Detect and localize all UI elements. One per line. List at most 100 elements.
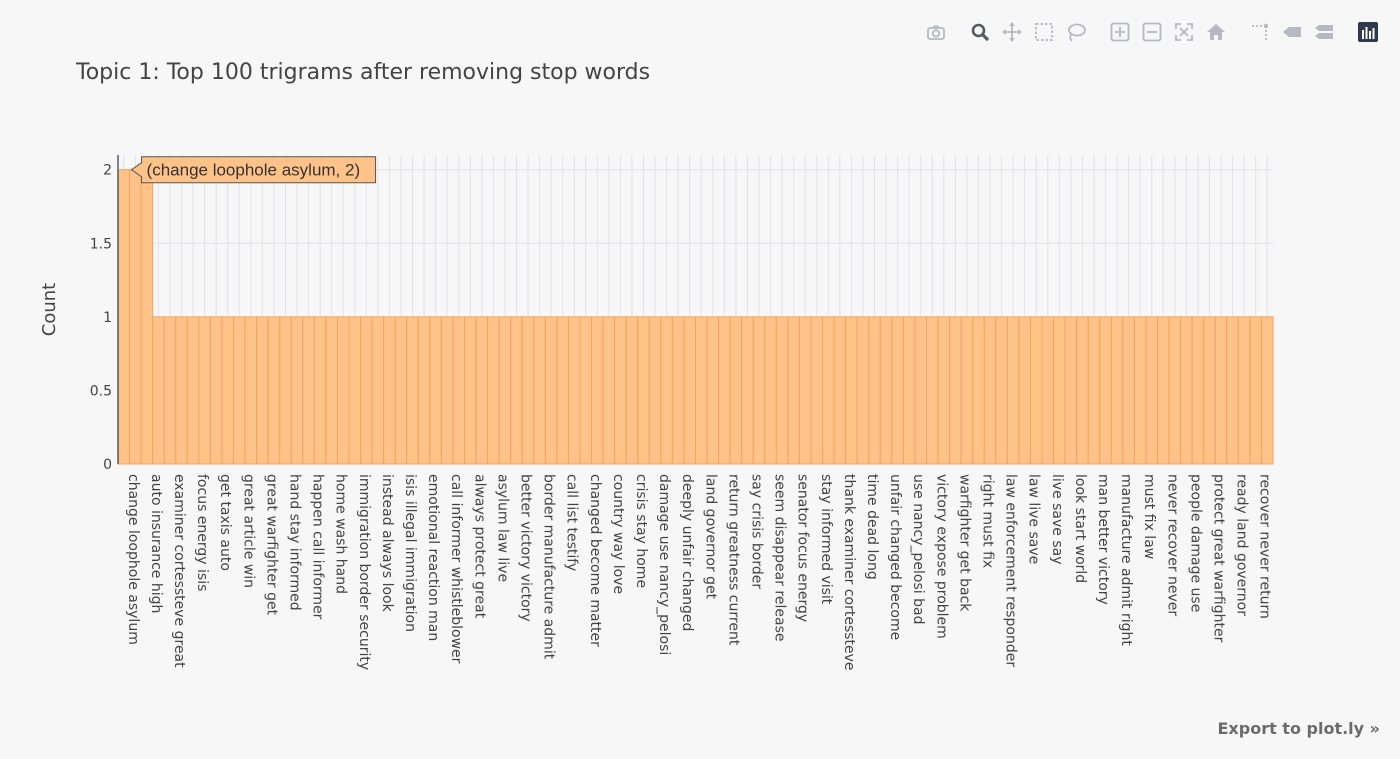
x-tick-label: damage use nancy_pelosi xyxy=(656,474,672,655)
modebar-group xyxy=(966,18,1090,46)
x-tick-label: unfair changed become xyxy=(887,474,903,640)
modebar-group xyxy=(922,18,950,46)
box-select-button[interactable] xyxy=(1030,18,1058,46)
bar xyxy=(290,316,304,465)
bar xyxy=(752,316,766,465)
x-tick-label: get taxis auto xyxy=(217,474,233,571)
y-tick-label: 2 xyxy=(103,163,112,179)
bar xyxy=(498,316,512,465)
lasso-select-icon xyxy=(1068,23,1086,42)
modebar-group xyxy=(1354,18,1382,46)
x-tick-label: changed become matter xyxy=(587,474,603,647)
x-tick-label: use nancy_pelosi bad xyxy=(910,474,926,624)
bar xyxy=(683,316,697,465)
bar xyxy=(198,316,211,465)
bar xyxy=(902,316,916,465)
bar xyxy=(440,316,454,465)
bar xyxy=(1249,316,1262,465)
x-tick-label: change loophole asylum xyxy=(125,474,141,645)
bar xyxy=(302,316,315,465)
zoom-in-icon xyxy=(1110,22,1130,42)
x-tick-label: look start world xyxy=(1072,474,1088,583)
x-tick-label: hand stay informed xyxy=(286,474,302,611)
pan-icon xyxy=(1002,22,1022,42)
x-tick-label: live save say xyxy=(1049,474,1065,565)
bar xyxy=(175,316,188,465)
bar xyxy=(798,316,812,465)
x-tick-label: warfighter get back xyxy=(956,474,972,612)
x-tick-label: isis illegal immigration xyxy=(402,474,418,632)
autoscale-button[interactable] xyxy=(1170,18,1198,46)
bar xyxy=(163,316,177,465)
box-select-icon xyxy=(1035,23,1053,41)
modebar-group xyxy=(1246,18,1338,46)
autoscale-icon xyxy=(1175,23,1193,41)
bar xyxy=(406,316,419,465)
bar xyxy=(625,316,639,465)
export-to-plotly-link[interactable]: Export to plot.ly » xyxy=(1217,719,1381,738)
zoom-button[interactable] xyxy=(966,18,994,46)
chart-title: Topic 1: Top 100 trigrams after removing… xyxy=(76,60,651,85)
y-tick-label: 0.5 xyxy=(90,383,112,399)
bar xyxy=(775,316,789,465)
y-tick-label: 1 xyxy=(103,310,112,326)
bar xyxy=(1041,316,1055,465)
zoom-in-button[interactable] xyxy=(1106,18,1134,46)
reset-axes-button[interactable] xyxy=(1202,18,1230,46)
bar xyxy=(510,316,523,465)
x-tick-label: always protect great xyxy=(471,474,487,619)
bar xyxy=(660,316,673,465)
y-tick-label: 1.5 xyxy=(90,236,112,252)
bar xyxy=(129,169,142,465)
bar xyxy=(1087,316,1101,465)
pan-button[interactable] xyxy=(998,18,1026,46)
x-tick-label: ready land governor xyxy=(1234,474,1250,616)
x-tick-label: law live save xyxy=(1026,474,1042,564)
bar xyxy=(1006,316,1020,465)
lasso-select-button[interactable] xyxy=(1062,18,1090,46)
bar xyxy=(1191,316,1205,465)
bar xyxy=(706,316,720,465)
bar xyxy=(914,316,928,465)
bar xyxy=(313,316,327,465)
bar xyxy=(995,316,1008,465)
bar xyxy=(336,316,350,465)
bar xyxy=(267,316,281,465)
plotly-logo-button[interactable] xyxy=(1354,18,1382,46)
bar xyxy=(429,316,442,465)
bar xyxy=(926,316,939,465)
bar xyxy=(1018,316,1031,465)
hover-tooltip: (change loophole asylum, 2) xyxy=(130,156,377,184)
plot-modebar xyxy=(912,18,1382,46)
bar xyxy=(1064,316,1078,465)
bar xyxy=(1133,316,1147,465)
bar xyxy=(556,316,569,465)
toggle-spike-lines-button[interactable] xyxy=(1246,18,1274,46)
bar xyxy=(602,316,616,465)
bar xyxy=(787,316,800,465)
hover-compare-button[interactable] xyxy=(1310,18,1338,46)
y-axis-title: Count xyxy=(39,283,60,336)
bar xyxy=(1110,316,1124,465)
bar xyxy=(614,316,627,465)
x-tick-label: emotional reaction man xyxy=(425,474,441,641)
x-tick-label: senator focus energy xyxy=(795,474,811,622)
hover-closest-button[interactable] xyxy=(1278,18,1306,46)
bar xyxy=(879,316,893,465)
bar xyxy=(383,316,396,465)
bar xyxy=(1214,316,1228,465)
bar xyxy=(452,316,466,465)
bar xyxy=(209,316,223,465)
bar xyxy=(671,316,685,465)
zoom-out-button[interactable] xyxy=(1138,18,1166,46)
bar xyxy=(891,316,904,465)
x-tick-label: time dead long xyxy=(864,474,880,580)
download-plot-button[interactable] xyxy=(922,18,950,46)
x-tick-label: deeply unfair changed xyxy=(679,474,695,631)
bar xyxy=(487,316,500,465)
bar xyxy=(221,316,234,465)
home-icon xyxy=(1207,24,1225,40)
x-tick-label: happen call informer xyxy=(310,474,326,620)
bar xyxy=(856,316,870,465)
